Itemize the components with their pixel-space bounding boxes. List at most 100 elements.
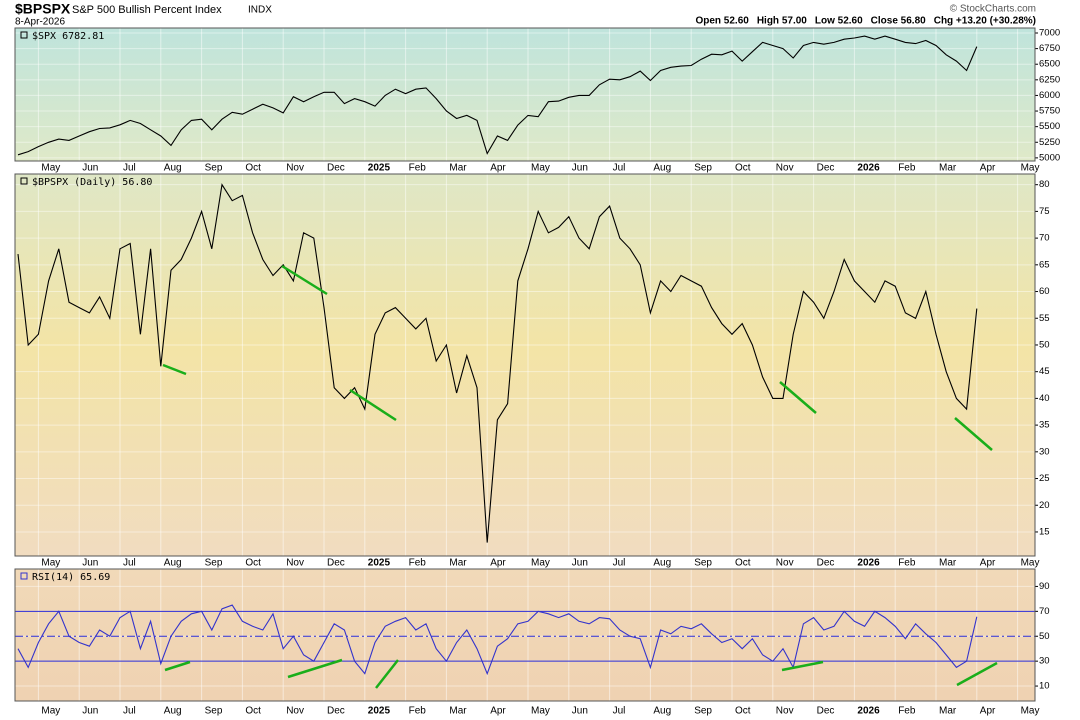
- y-tick-label: 90: [1039, 581, 1050, 592]
- trendline: [162, 363, 187, 376]
- symbol: $BPSPX: [15, 1, 71, 17]
- y-tick-label: 6000: [1039, 90, 1060, 101]
- x-tick-label: Oct: [245, 706, 261, 717]
- quote-item: Chg +13.20 (+30.28%): [934, 16, 1036, 27]
- x-tick-label: Aug: [164, 558, 182, 569]
- panel-background: [15, 174, 1035, 556]
- legend-icon: [20, 572, 28, 580]
- x-tick-label: May: [1021, 706, 1040, 717]
- x-tick-label: Sep: [694, 558, 712, 569]
- x-tick-label: Aug: [653, 558, 671, 569]
- y-tick-label: 70: [1039, 606, 1050, 617]
- x-tick-label: Mar: [939, 163, 957, 174]
- y-tick-label: 45: [1039, 366, 1050, 377]
- x-tick-label: Jul: [613, 558, 626, 569]
- x-tick-label: Apr: [980, 163, 996, 174]
- trendline: [954, 417, 993, 451]
- price-line: [17, 183, 978, 543]
- quote: Chg +13.20 (+30.28%) Close 56.80 Low 52.60…: [695, 16, 1036, 27]
- price-line: [17, 604, 978, 676]
- price-line: [17, 35, 978, 156]
- x-tick-label: Nov: [776, 558, 794, 569]
- x-tick-label: Dec: [817, 558, 835, 569]
- y-tick-label: 5750: [1039, 106, 1060, 117]
- x-tick-label: Dec: [327, 163, 345, 174]
- quote-item: Close 56.80: [871, 16, 926, 27]
- x-tick-label: Apr: [490, 558, 506, 569]
- panel-label: $SPX 6782.81: [32, 31, 104, 42]
- panel-background: [15, 28, 1035, 161]
- x-tick-label: Nov: [286, 163, 304, 174]
- x-tick-label: Oct: [735, 706, 751, 717]
- trendline: [781, 660, 824, 672]
- x-tick-label: Nov: [286, 558, 304, 569]
- x-tick-label: May: [41, 558, 60, 569]
- x-tick-label: Jul: [123, 706, 136, 717]
- y-tick-label: 30: [1039, 656, 1050, 667]
- y-tick-label: 5500: [1039, 121, 1060, 132]
- trendline: [779, 381, 817, 414]
- x-tick-label: Sep: [205, 558, 223, 569]
- trendline: [287, 658, 343, 679]
- x-tick-label: Mar: [449, 163, 467, 174]
- x-tick-label: Oct: [735, 558, 751, 569]
- x-tick-label: Aug: [164, 163, 182, 174]
- x-tick-label: Mar: [939, 706, 957, 717]
- index-name: S&P 500 Bullish Percent Index: [72, 4, 222, 16]
- x-tick-label: May: [41, 163, 60, 174]
- y-tick-label: 75: [1039, 206, 1050, 217]
- x-tick-label: Oct: [245, 558, 261, 569]
- y-tick-label: 5000: [1039, 152, 1060, 163]
- x-tick-label: Feb: [898, 706, 916, 717]
- y-tick-label: 10: [1039, 681, 1050, 692]
- y-tick-label: 55: [1039, 313, 1050, 324]
- trendline: [164, 660, 191, 672]
- x-tick-label: May: [531, 558, 550, 569]
- y-tick-label: 65: [1039, 259, 1050, 270]
- x-tick-label: Oct: [245, 163, 261, 174]
- x-tick-label: 2026: [857, 163, 880, 174]
- x-tick-label: Apr: [490, 163, 506, 174]
- panel-background: [15, 569, 1035, 701]
- trendline: [375, 659, 399, 689]
- trendline: [349, 388, 397, 422]
- panel-border: [14, 27, 1036, 162]
- x-tick-label: Feb: [898, 163, 916, 174]
- x-tick-label: Aug: [653, 163, 671, 174]
- x-tick-label: Jun: [572, 163, 588, 174]
- x-tick-label: Apr: [490, 706, 506, 717]
- x-tick-label: Dec: [817, 163, 835, 174]
- trendline: [956, 661, 998, 687]
- x-tick-label: Dec: [327, 706, 345, 717]
- x-tick-label: 2025: [368, 706, 391, 717]
- x-tick-label: Jun: [572, 558, 588, 569]
- y-tick-label: 25: [1039, 473, 1050, 484]
- x-tick-label: Nov: [286, 706, 304, 717]
- x-tick-label: Dec: [817, 706, 835, 717]
- x-tick-label: 2025: [368, 558, 391, 569]
- x-tick-label: Sep: [205, 706, 223, 717]
- x-tick-label: Sep: [694, 163, 712, 174]
- y-tick-label: 7000: [1039, 28, 1060, 39]
- x-tick-label: Apr: [980, 558, 996, 569]
- y-tick-label: 6500: [1039, 59, 1060, 70]
- x-tick-label: Oct: [735, 163, 751, 174]
- y-tick-label: 35: [1039, 420, 1050, 431]
- panel-label: RSI(14) 65.69: [32, 572, 110, 583]
- quote-item: Open 52.60: [695, 16, 749, 27]
- x-tick-label: Feb: [898, 558, 916, 569]
- x-tick-label: May: [531, 163, 550, 174]
- x-tick-label: Nov: [776, 163, 794, 174]
- y-tick-label: 5250: [1039, 137, 1060, 148]
- x-tick-label: May: [1021, 163, 1040, 174]
- x-tick-label: May: [531, 706, 550, 717]
- x-tick-label: Mar: [939, 558, 957, 569]
- x-tick-label: Jul: [123, 163, 136, 174]
- plots: May Jun Jul Aug Sep Oct Nov Dec 2025 Feb Mar Apr May…: [14, 27, 1060, 717]
- x-tick-label: Apr: [980, 706, 996, 717]
- x-tick-label: Feb: [409, 558, 427, 569]
- y-tick-label: 70: [1039, 233, 1050, 244]
- y-tick-label: 6250: [1039, 74, 1060, 85]
- x-tick-label: Jul: [123, 558, 136, 569]
